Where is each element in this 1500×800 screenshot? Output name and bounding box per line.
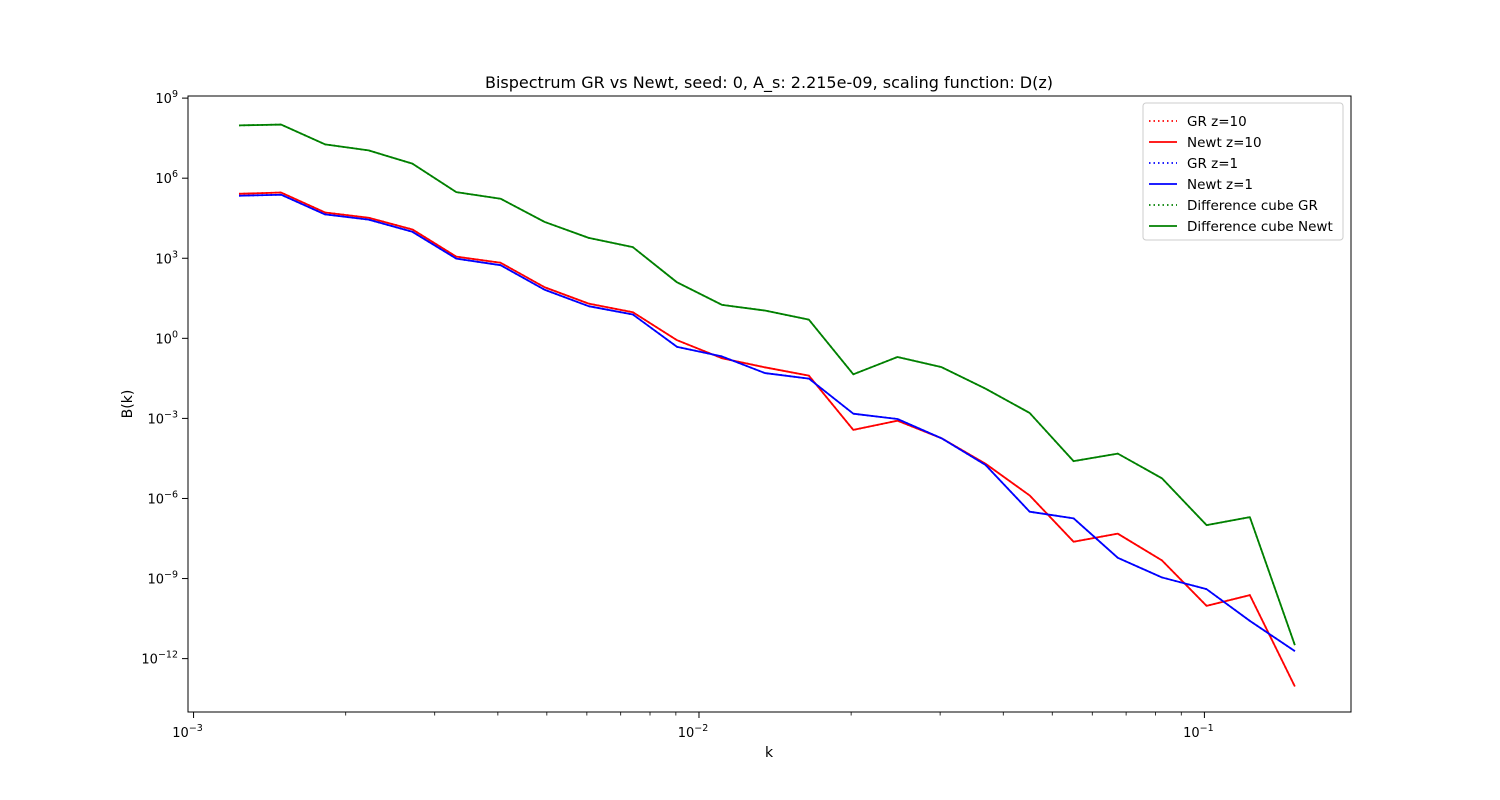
y-tick-label: 10−6 xyxy=(147,489,178,507)
legend-entry-label: Difference cube Newt xyxy=(1187,219,1333,235)
x-axis-ticks: 10−3 10−2 10−1 xyxy=(172,712,1214,741)
axes-frame xyxy=(187,95,1352,713)
series-line xyxy=(238,123,1296,646)
y-axis-label: B(k) xyxy=(120,390,136,419)
legend: GR z=10 Newt z=10 GR z=1 Newt z=1 Difference… xyxy=(1142,102,1344,241)
x-tick-label: 10−3 xyxy=(172,723,203,741)
y-axis-ticks: 109 106 103 100 10−3 10−6 10−9 10−12 xyxy=(141,89,188,668)
series-line xyxy=(238,193,1296,652)
chart-title: Bispectrum GR vs Newt, seed: 0, A_s: 2.2… xyxy=(485,73,1053,93)
y-tick-label: 109 xyxy=(155,89,178,107)
y-tick-label: 106 xyxy=(155,169,178,187)
y-tick-label: 100 xyxy=(155,329,178,347)
x-axis-label: k xyxy=(765,745,774,761)
y-tick-label: 103 xyxy=(155,249,178,267)
y-tick-label: 10−3 xyxy=(147,409,178,427)
legend-entry-label: Newt z=1 xyxy=(1187,177,1253,193)
legend-box xyxy=(1142,102,1344,241)
plot-area xyxy=(238,123,1296,687)
x-tick-label: 10−1 xyxy=(1183,723,1214,741)
x-tick-label: 10−2 xyxy=(678,723,709,741)
legend-entry-label: Difference cube GR xyxy=(1187,198,1318,214)
legend-entry-label: GR z=10 xyxy=(1187,114,1247,130)
legend-entry-label: Newt z=10 xyxy=(1187,135,1262,151)
series-line xyxy=(238,191,1296,687)
y-tick-label: 10−12 xyxy=(141,650,178,668)
legend-entry-label: GR z=1 xyxy=(1187,156,1238,172)
y-tick-label: 10−9 xyxy=(147,570,178,588)
